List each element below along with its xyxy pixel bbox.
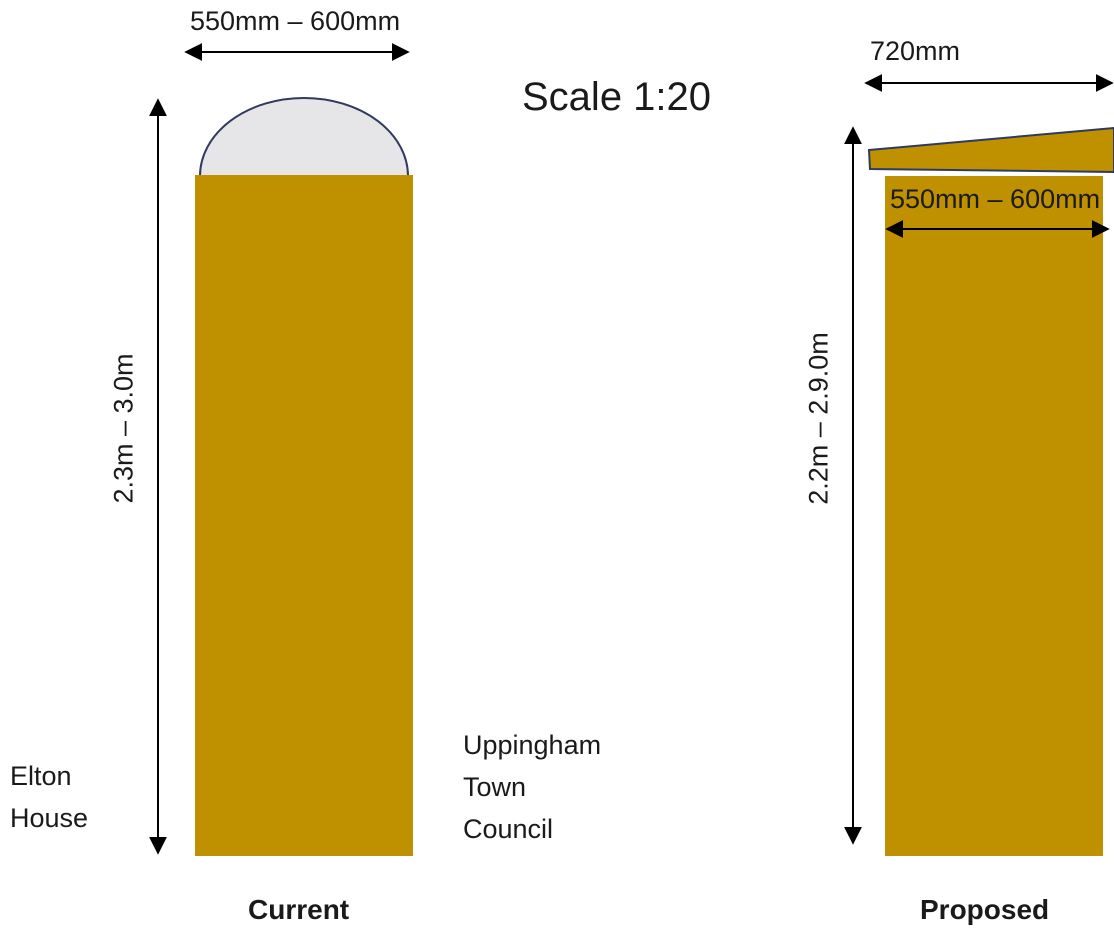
proposed-cap [867,126,1114,174]
current-pier [195,175,413,856]
proposed-pier [885,176,1103,856]
current-height-label: 2.3m – 3.0m [108,353,139,504]
uppingham-town-council-label: Uppingham Town Council [463,724,601,850]
proposed-cap-width-label: 720mm [870,36,961,66]
council-line-2: Town [463,772,527,802]
current-caption: Current [248,894,350,925]
council-line-3: Council [463,814,554,844]
elton-house-label: Elton House [10,755,88,839]
proposed-height-label: 2.2m – 2.9.0m [803,332,834,505]
elton-house-line-2: House [10,803,89,833]
proposed-caption: Proposed [920,894,1050,925]
proposed-width-label: 550mm – 600mm [890,184,1101,214]
scale-label: Scale 1:20 [522,75,712,119]
current-width-label: 550mm – 600mm [190,6,401,36]
current-dome [198,97,410,177]
elton-house-line-1: Elton [10,761,72,791]
council-line-1: Uppingham [463,730,602,760]
